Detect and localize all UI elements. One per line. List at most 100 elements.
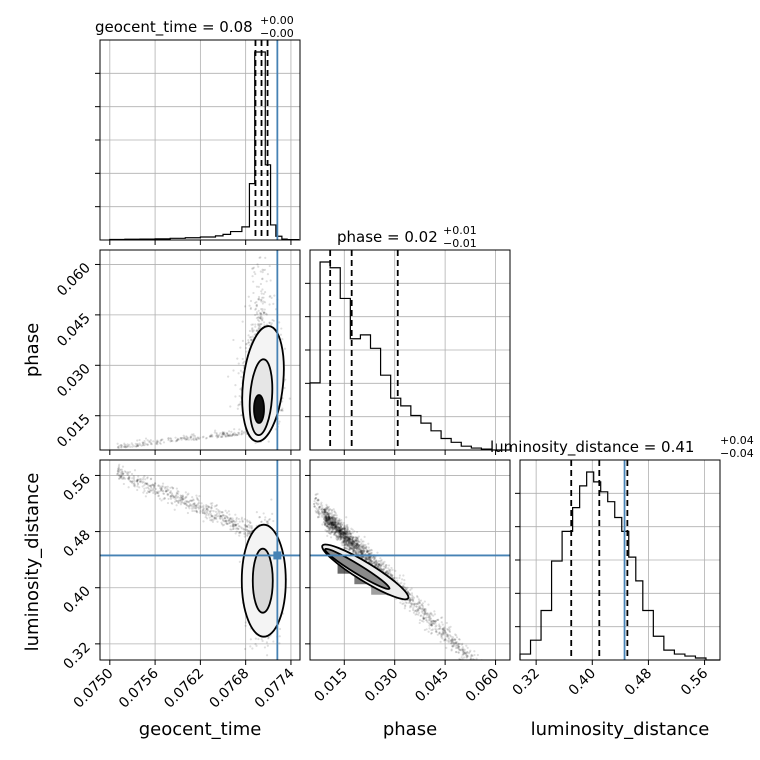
sample-point (323, 510, 326, 514)
sample-point (181, 436, 184, 440)
sample-point (258, 256, 261, 259)
sample-point (177, 490, 180, 493)
sample-point (166, 487, 169, 491)
sample-point (242, 430, 246, 434)
sample-point (226, 434, 229, 437)
sample-point (143, 475, 146, 478)
sample-point (130, 480, 133, 483)
sample-point (343, 546, 346, 549)
sample-point (232, 338, 235, 342)
sample-point (254, 308, 257, 311)
sample-point (347, 536, 351, 539)
plot-area (116, 463, 288, 657)
sample-point (212, 518, 215, 521)
sample-point (260, 290, 263, 293)
sample-point (123, 445, 126, 448)
sample-point (213, 514, 216, 517)
sample-point (207, 505, 210, 508)
sample-point (195, 510, 198, 513)
sample-point (127, 478, 131, 481)
sample-point (131, 480, 134, 483)
sample-point (171, 502, 174, 505)
sample-point (124, 446, 127, 449)
sample-point (138, 478, 142, 481)
sample-point (149, 485, 153, 488)
sample-point (326, 530, 329, 533)
sample-point (129, 480, 132, 483)
sample-point (408, 599, 411, 602)
sample-point (213, 517, 216, 520)
sample-point (382, 562, 385, 565)
title-plus: +0.01 (443, 224, 477, 237)
sample-point (268, 303, 271, 306)
sample-point (251, 328, 254, 331)
sample-point (133, 469, 137, 472)
sample-point (225, 432, 228, 435)
sample-point (158, 497, 162, 500)
sample-point (413, 602, 416, 605)
sample-point (141, 481, 144, 484)
sample-point (365, 545, 368, 549)
sample-point (120, 473, 123, 476)
sample-point (194, 438, 198, 441)
sample-point (324, 517, 327, 520)
sample-point (317, 511, 320, 515)
sample-point (355, 542, 358, 545)
sample-point (360, 551, 363, 554)
sample-point (201, 505, 205, 509)
sample-point (249, 531, 252, 534)
sample-point (338, 529, 341, 532)
sample-point (152, 485, 156, 488)
sample-point (243, 360, 246, 363)
sample-point (337, 530, 341, 533)
sample-point (193, 434, 196, 438)
sample-point (387, 571, 391, 575)
sample-point (231, 520, 235, 523)
sample-point (175, 439, 179, 442)
sample-point (243, 523, 246, 527)
sample-point (136, 485, 139, 488)
sample-point (235, 516, 238, 519)
sample-point (171, 493, 174, 496)
sample-point (240, 516, 244, 519)
sample-point (237, 372, 240, 375)
sample-point (261, 268, 264, 271)
sample-point (323, 513, 326, 516)
sample-point (181, 498, 184, 501)
sample-point (255, 329, 258, 332)
sample-point (148, 490, 151, 494)
sample-point (169, 486, 172, 489)
sample-point (342, 531, 345, 535)
sample-point (340, 525, 343, 528)
sample-point (250, 323, 253, 326)
sample-point (261, 309, 264, 312)
sample-point (122, 476, 125, 479)
sample-point (208, 516, 211, 519)
sample-point (117, 477, 121, 480)
sample-point (116, 472, 119, 476)
sample-point (161, 489, 164, 492)
sample-point (325, 516, 328, 519)
sample-point (278, 627, 282, 631)
sample-point (253, 271, 256, 274)
sample-point (362, 540, 365, 543)
sample-point (402, 602, 405, 605)
sample-point (265, 323, 269, 326)
sample-point (250, 526, 253, 529)
sample-point (410, 587, 413, 590)
sample-point (211, 514, 214, 518)
sample-point (435, 630, 438, 633)
sample-point (231, 433, 234, 437)
sample-point (145, 482, 148, 485)
sample-point (205, 436, 208, 440)
sample-point (265, 520, 269, 524)
sample-point (210, 435, 213, 438)
sample-point (185, 435, 188, 438)
title-main: luminosity_distance = 0.41 (490, 438, 694, 457)
sample-point (405, 588, 408, 591)
sample-point (246, 534, 249, 537)
sample-point (353, 549, 356, 552)
sample-point (225, 522, 228, 525)
sample-point (228, 518, 231, 522)
sample-point (202, 520, 205, 523)
